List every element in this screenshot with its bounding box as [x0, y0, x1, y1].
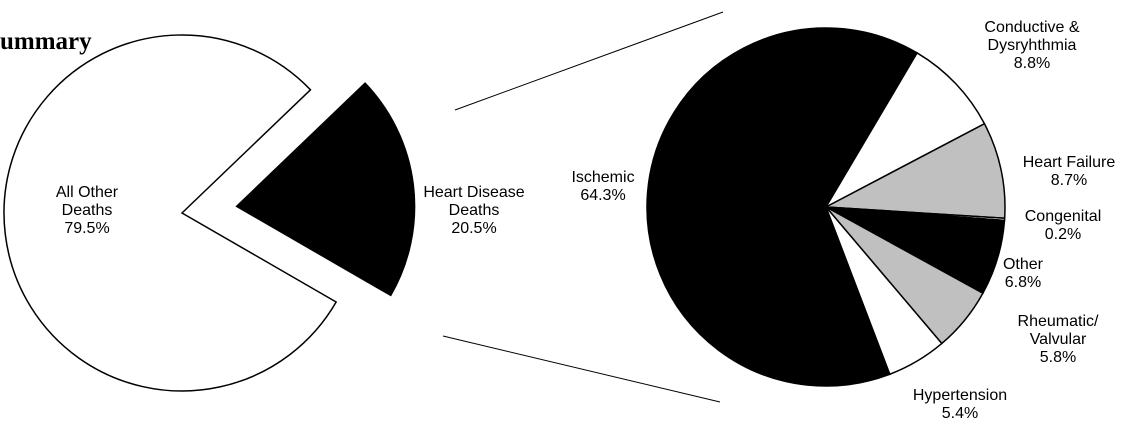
label-hypertension: Hypertension 5.4% — [913, 387, 1007, 422]
label-heart-disease-deaths: Heart Disease Deaths 20.5% — [423, 184, 524, 237]
slice-conductive — [824, 51, 986, 209]
label-rheumatic-line: 5.8% — [1040, 349, 1076, 366]
slice-ischemic — [646, 27, 919, 387]
slice-heart-disease-deaths — [235, 82, 416, 297]
label-conductive: Conductive & Dysryhthmia 8.8% — [984, 19, 1079, 72]
label-other-line: Other — [1003, 256, 1044, 273]
label-ischemic: Ischemic 64.3% — [571, 169, 634, 204]
page-title: ummary — [0, 28, 92, 55]
label-heart-failure: Heart Failure 8.7% — [1023, 154, 1116, 189]
connector-lines — [442, 11, 724, 403]
label-conductive-line: Conductive & — [984, 19, 1079, 36]
label-other-line: 6.8% — [1005, 274, 1041, 291]
label-heart-failure-line: Heart Failure — [1023, 154, 1116, 171]
label-heart-disease-deaths-line: Heart Disease — [423, 184, 524, 201]
label-hypertension-line: 5.4% — [942, 405, 978, 422]
label-congenital-line: Congenital — [1025, 208, 1102, 225]
label-rheumatic-line: Rheumatic/ — [1018, 313, 1099, 330]
label-rheumatic: Rheumatic/Valvular 5.8% — [1018, 313, 1099, 366]
slice-hypertension — [825, 206, 943, 376]
slice-all-other-deaths — [3, 34, 338, 392]
label-ischemic-line: Ischemic — [571, 169, 634, 186]
connector-line-bottom — [442, 335, 721, 403]
label-conductive-line: 8.8% — [1014, 55, 1050, 72]
overall-pie: All Other Deaths 79.5%Heart Disease Deaths 2… — [3, 34, 525, 392]
label-congenital: Congenital 0.2% — [1025, 208, 1102, 243]
label-all-other-deaths-line: 79.5% — [64, 220, 109, 237]
connector-line-top — [454, 11, 724, 111]
label-all-other-deaths: All Other Deaths 79.5% — [56, 184, 119, 237]
label-heart-disease-deaths-line: Deaths — [449, 202, 500, 219]
label-congenital-line: 0.2% — [1045, 226, 1081, 243]
label-other: Other 6.8% — [1003, 256, 1044, 291]
label-heart-failure-line: 8.7% — [1051, 172, 1087, 189]
label-all-other-deaths-line: All Other — [56, 184, 119, 201]
label-conductive-line: Dysryhthmia — [988, 37, 1077, 54]
label-all-other-deaths-line: Deaths — [62, 202, 113, 219]
slice-heart-failure — [823, 122, 1006, 220]
label-heart-disease-deaths-line: 20.5% — [451, 220, 496, 237]
label-ischemic-line: 64.3% — [580, 187, 625, 204]
label-rheumatic-line: Valvular — [1030, 331, 1087, 348]
label-hypertension-line: Hypertension — [913, 387, 1007, 404]
heart-disease-pie: Ischemic 64.3% Conductive & Dysryhthmia 8.8%… — [571, 19, 1115, 422]
